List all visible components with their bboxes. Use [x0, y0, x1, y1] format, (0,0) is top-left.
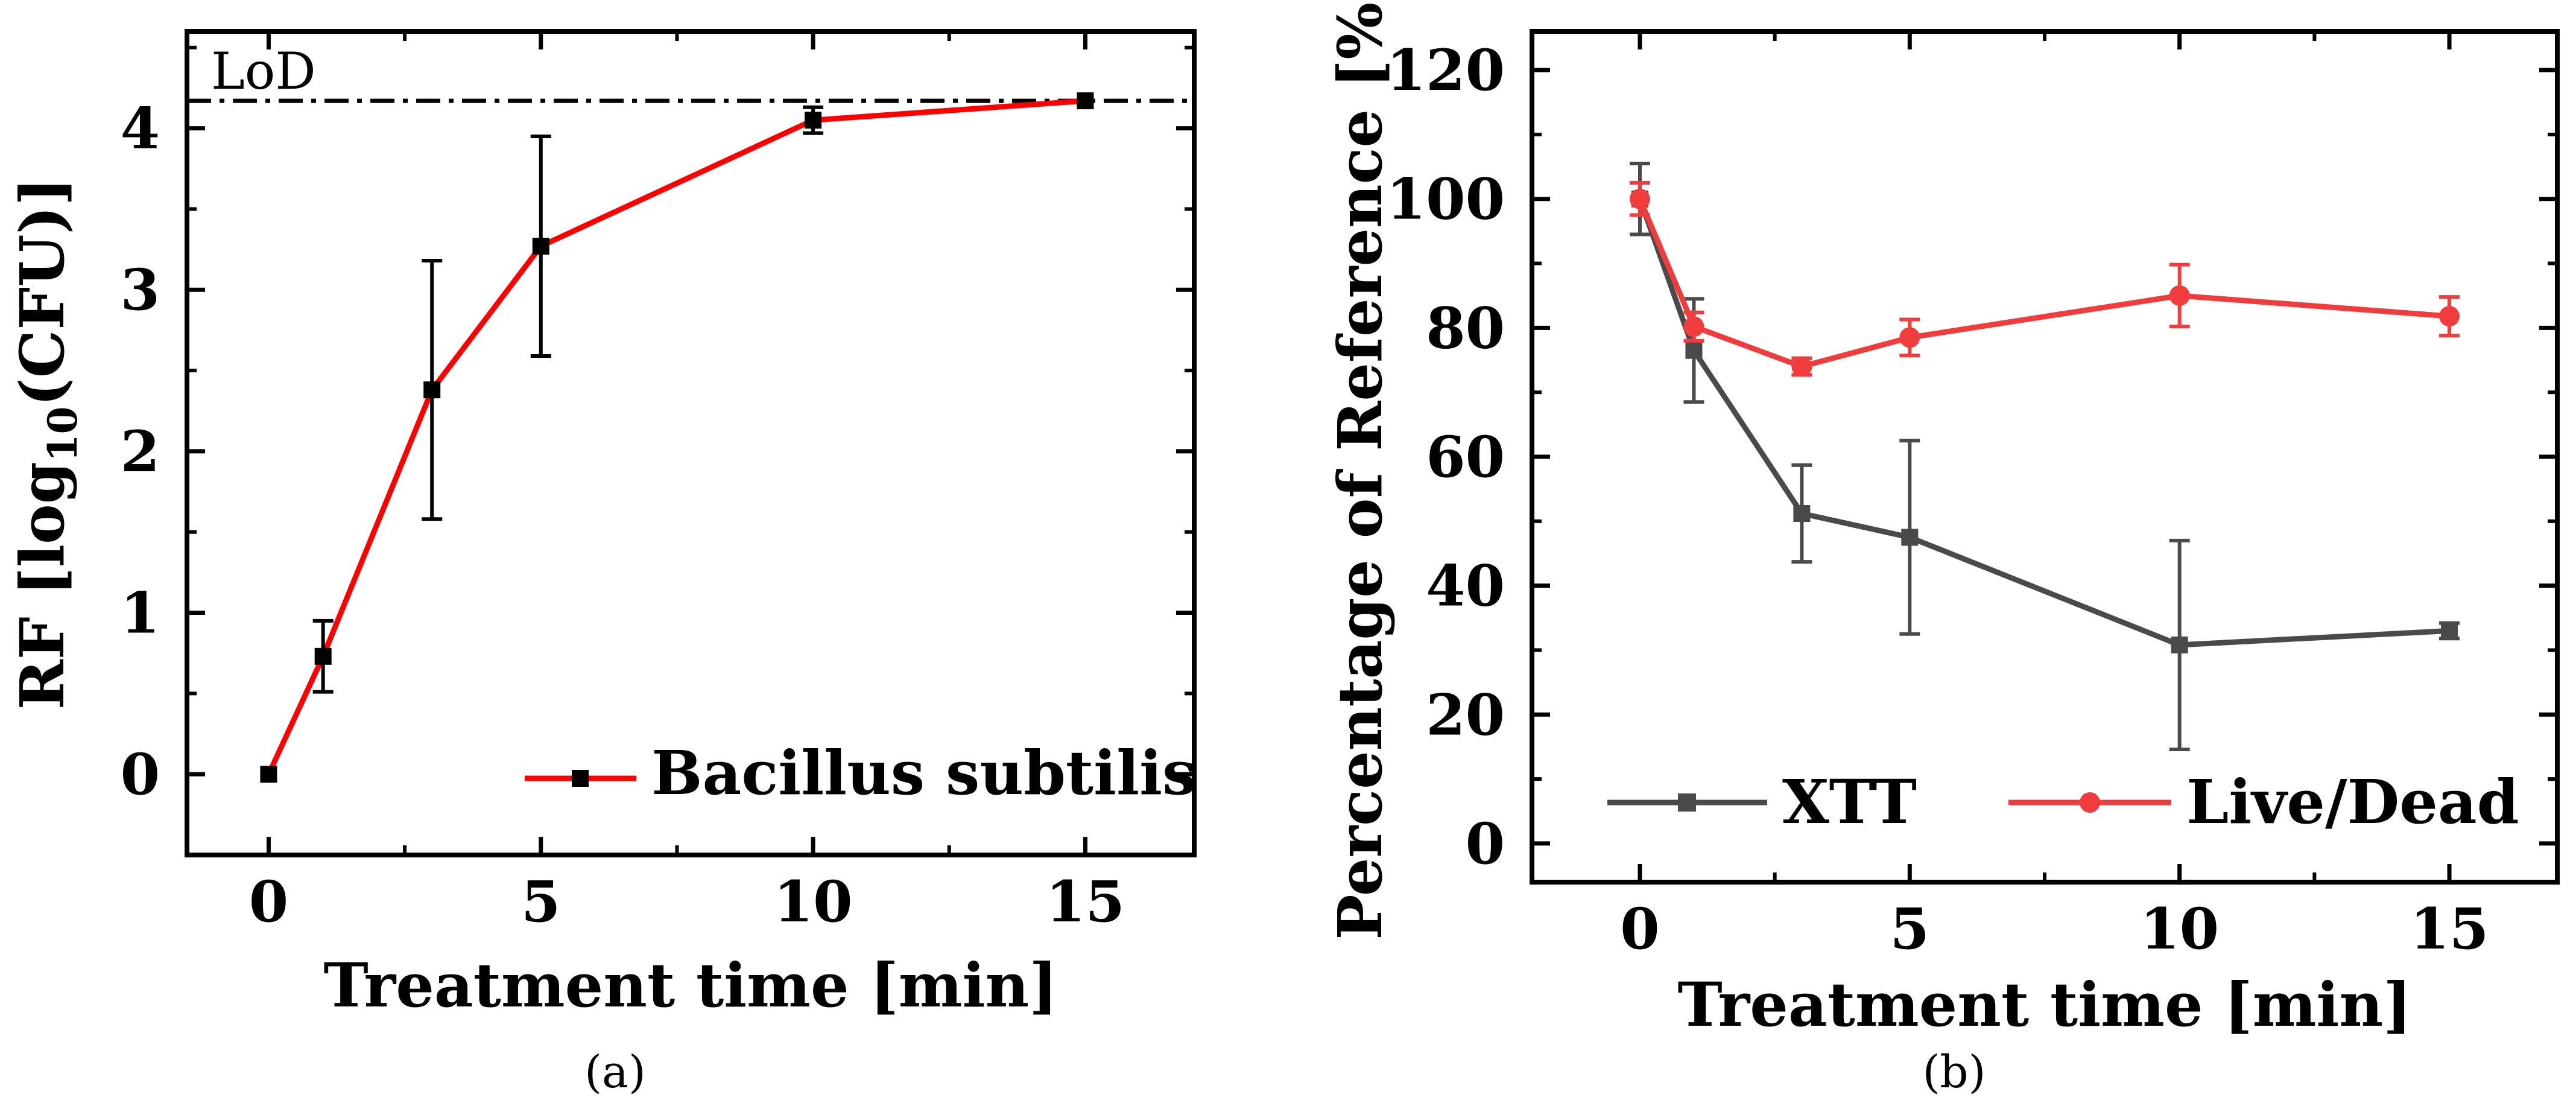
- series-line-xtt: [1637, 198, 2450, 648]
- x-tick-label: 5: [1890, 896, 1929, 962]
- series-line-live-dead: [1637, 197, 2450, 369]
- x-tick-label: 15: [2410, 896, 2489, 962]
- panel-a-y-axis-title: RF [log10(CFU)]: [7, 177, 86, 710]
- y-tick-label: 4: [121, 96, 160, 162]
- y-tick-label: 0: [1466, 811, 1505, 877]
- data-point-live-dead: [2439, 306, 2460, 327]
- panel-a-y-tick-labels: 0 1 2 3 4: [121, 96, 160, 809]
- data-point-live-dead: [1683, 316, 1704, 337]
- panel-a-ticks: [187, 31, 1194, 855]
- panel-b-ticks: [1532, 31, 2557, 882]
- panel-b-y-tick-labels: 0 20 40 60 80 100 120: [1387, 37, 1505, 877]
- y-tick-label: 3: [121, 257, 160, 323]
- x-tick-label: 0: [249, 869, 288, 935]
- series-line-bacillus-subtilis: [266, 98, 1086, 776]
- data-point-bacillus-subtilis: [1077, 92, 1094, 110]
- y-tick-label: 2: [121, 419, 160, 485]
- data-point-xtt: [1685, 342, 1703, 359]
- legend-bacillus-marker: [572, 770, 589, 787]
- panel-a-legend: Bacillus subtilis: [525, 737, 1196, 809]
- legend-livedead-label: Live/Dead: [2186, 766, 2519, 837]
- panel-b-plot-frame: [1530, 29, 2560, 885]
- panel-b-series: [1629, 161, 2460, 751]
- y-tick-label: 1: [121, 580, 160, 647]
- data-point-live-dead: [1791, 356, 1812, 377]
- data-point-xtt: [1793, 505, 1811, 522]
- panel-a-plot-frame: [185, 29, 1197, 857]
- data-point-bacillus-subtilis: [805, 112, 822, 129]
- data-point-xtt: [2171, 636, 2188, 653]
- panel-a-x-axis-title: Treatment time [min]: [323, 950, 1057, 1021]
- panel-b-chart: 0 5 10 15 0 20 40 60 80 100 120 XTT Live/Dead Tre…: [1324, 0, 2560, 1098]
- data-point-live-dead: [1899, 327, 1920, 348]
- y-title-prefix: RF [log: [7, 462, 78, 710]
- data-point-bacillus-subtilis: [423, 381, 441, 399]
- panel-b-legend: XTT Live/Dead: [1607, 766, 2519, 837]
- data-point-xtt: [2441, 622, 2458, 640]
- legend-xtt-label: XTT: [1782, 766, 1917, 837]
- panel-b-x-axis-title: Treatment time [min]: [1677, 969, 2411, 1040]
- panel-a-reference: LoD: [187, 42, 1194, 103]
- legend-bacillus-label: Bacillus subtilis: [651, 737, 1196, 809]
- y-tick-label: 100: [1387, 167, 1505, 233]
- y-title-suffix: (CFU)]: [7, 177, 78, 407]
- panel-b-x-tick-labels: 0 5 10 15: [1620, 896, 2489, 962]
- data-point-bacillus-subtilis: [314, 647, 332, 665]
- y-tick-label: 0: [121, 742, 160, 808]
- panel-b-caption: (b): [1922, 1046, 1986, 1098]
- x-tick-label: 10: [2140, 896, 2219, 962]
- legend-xtt-marker: [1678, 793, 1696, 812]
- y-tick-label: 60: [1426, 424, 1505, 491]
- lod-label: LoD: [211, 42, 316, 101]
- y-tick-label: 40: [1426, 553, 1505, 620]
- panel-a-x-tick-labels: 0 5 10 15: [249, 869, 1125, 935]
- y-tick-label: 120: [1387, 37, 1505, 104]
- x-tick-label: 15: [1046, 869, 1125, 935]
- legend-livedead-marker: [2080, 792, 2100, 813]
- x-tick-label: 0: [1620, 896, 1659, 962]
- panel-a-chart: LoD 0 5 10 15 0 1 2 3 4 Bacillus subtilis Treat…: [7, 29, 1197, 1098]
- y-title-subscript: 10: [39, 407, 86, 462]
- y-tick-label: 20: [1426, 682, 1505, 748]
- data-point-bacillus-subtilis: [260, 766, 277, 783]
- y-tick-label: 80: [1426, 295, 1505, 361]
- data-point-xtt: [1901, 529, 1919, 546]
- data-point-live-dead: [2169, 285, 2190, 306]
- data-point-bacillus-subtilis: [532, 237, 549, 255]
- panel-a-caption: (a): [584, 1046, 646, 1098]
- x-tick-label: 5: [521, 869, 560, 935]
- data-point-live-dead: [1629, 188, 1650, 209]
- x-tick-label: 10: [774, 869, 853, 935]
- panel-b-y-axis-title: Percentage of Reference [%]: [1324, 0, 1396, 940]
- panel-a-series: [260, 92, 1094, 783]
